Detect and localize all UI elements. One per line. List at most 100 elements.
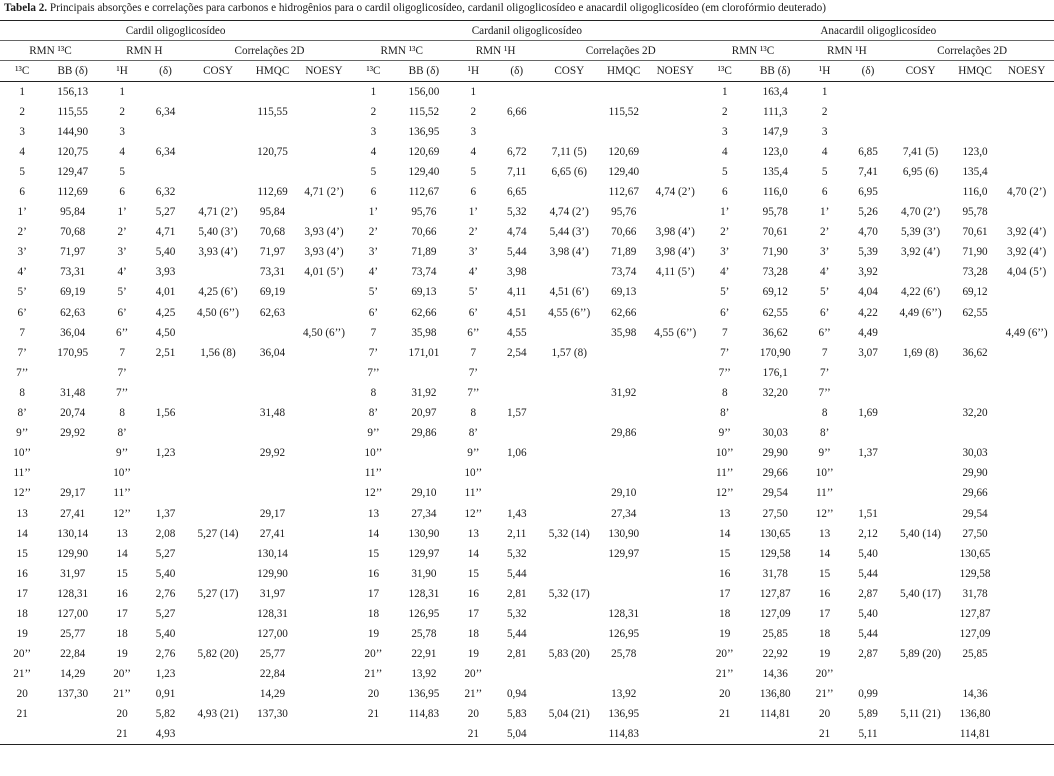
table-cell: 31,92 xyxy=(411,386,437,399)
table-cell: 2,81 xyxy=(506,648,527,661)
table-cell: 115,55 xyxy=(57,105,88,118)
table-cell xyxy=(890,463,951,483)
table-cell: 4,71 (2’) xyxy=(304,186,344,199)
table-cell: 2 xyxy=(821,105,828,118)
table-row: 12’’ 29,17 11’’ 12’’ 29,10 11’’ 29,10 12’’ 29,54… xyxy=(0,483,1054,503)
table-cell: 5,44 xyxy=(858,628,878,641)
table-cell xyxy=(999,624,1054,644)
table-cell: 13 xyxy=(116,527,128,540)
table-caption: Tabela 2. Principais absorções e correla… xyxy=(4,2,826,14)
table-cell: 7’ xyxy=(720,346,730,359)
table-cell xyxy=(890,483,951,503)
table-cell xyxy=(999,102,1054,122)
table-row: 5 129,47 5 5 129,40 5 7,11 6,65 (6) 129,40 5 135,4… xyxy=(0,162,1054,182)
table-cell: 1,43 xyxy=(506,507,527,520)
table-cell: 126,95 xyxy=(408,607,440,620)
table-cell: 7’’ xyxy=(718,366,731,379)
table-cell: 135,4 xyxy=(762,165,788,178)
table-cell: 0,94 xyxy=(506,688,527,701)
table-cell: 29,66 xyxy=(962,487,988,500)
table-cell: 8 xyxy=(821,407,828,420)
table-cell xyxy=(297,202,352,222)
table-cell: 2,76 xyxy=(155,587,176,600)
table-cell: 170,95 xyxy=(57,346,89,359)
table-cell: 4,55 (6’’) xyxy=(548,306,591,319)
table-cell: 6 xyxy=(721,186,728,199)
table-cell: 4,25 xyxy=(155,306,176,319)
table-cell: 7’ xyxy=(819,366,830,379)
table-cell xyxy=(999,343,1054,363)
table-cell: 21’’ xyxy=(815,688,834,701)
table-cell: 8 xyxy=(470,407,477,420)
table-cell: 31,78 xyxy=(962,587,988,600)
table-cell: 4 xyxy=(370,145,377,158)
table-cell: 163,4 xyxy=(762,85,788,98)
col-delta-header: (δ) xyxy=(845,60,891,82)
table-cell xyxy=(702,724,747,746)
table-cell: 4,49 xyxy=(858,326,878,339)
table-cell: 136,95 xyxy=(608,708,640,721)
table-cell: 31,48 xyxy=(60,386,86,399)
table-cell xyxy=(188,162,249,182)
table-cell: 8 xyxy=(119,407,125,420)
table-cell xyxy=(890,544,951,564)
table-cell xyxy=(248,122,296,142)
table-cell xyxy=(890,122,951,142)
table-cell: 127,87 xyxy=(759,587,791,600)
table-cell xyxy=(648,202,703,222)
table-cell: 21’’ xyxy=(715,668,734,681)
table-cell: 17 xyxy=(16,587,28,600)
table-cell: 21 xyxy=(16,708,28,721)
caption-text: Principais absorções e correlações para … xyxy=(49,2,826,14)
table-cell: 5,40 xyxy=(155,628,176,641)
table-cell: 5,40 (3’) xyxy=(198,226,238,239)
table-cell xyxy=(143,423,187,443)
subheader-rmn-13c: RMN ¹³C xyxy=(702,40,804,61)
table-cell xyxy=(297,443,352,463)
table-cell: 4,74 (2’) xyxy=(549,206,589,219)
table-cell: 36,04 xyxy=(60,326,86,339)
table-cell xyxy=(396,443,453,463)
table-cell xyxy=(297,544,352,564)
table-cell: 6 xyxy=(119,186,125,199)
table-cell xyxy=(351,724,396,746)
table-cell: 14 xyxy=(719,527,731,540)
table-cell: 3’ xyxy=(17,246,27,259)
table-cell xyxy=(297,483,352,503)
table-cell: 4’ xyxy=(368,266,379,279)
table-cell xyxy=(248,162,296,182)
table-cell xyxy=(999,383,1054,403)
table-cell: 18 xyxy=(719,607,731,620)
table-cell xyxy=(44,724,101,746)
table-cell: 136,80 xyxy=(759,688,791,701)
table-cell xyxy=(188,262,249,282)
table-cell: 5,27 xyxy=(155,547,176,560)
table-cell xyxy=(648,483,703,503)
table-cell: 1’ xyxy=(17,206,27,219)
table-cell: 5,89 xyxy=(858,708,878,721)
table-cell: 32,20 xyxy=(962,407,988,420)
table-cell: 14,29 xyxy=(259,688,286,701)
table-row: 4’ 73,31 4’ 3,93 73,31 4,01 (5’) 4’ 73,74 4’ 3,98… xyxy=(0,262,1054,282)
table-cell xyxy=(188,604,249,624)
table-cell xyxy=(248,463,296,483)
table-cell: 1’ xyxy=(117,206,127,219)
table-cell: 21 xyxy=(452,724,495,746)
table-cell: 5,40 xyxy=(858,607,878,620)
table-cell: 11’’ xyxy=(815,487,834,500)
table-cell xyxy=(188,463,249,483)
table-cell xyxy=(495,463,539,483)
table-cell: 4,70 (2’) xyxy=(1007,186,1047,199)
table-cell xyxy=(44,704,101,724)
table-cell xyxy=(600,664,648,684)
table-cell xyxy=(600,584,648,604)
table-cell: 22,84 xyxy=(259,668,286,681)
table-cell: 7’’ xyxy=(367,366,380,379)
col-delta-header: (δ) xyxy=(494,60,539,82)
table-cell: 127,87 xyxy=(959,607,991,620)
table-cell xyxy=(248,363,296,383)
table-cell: 4,11 xyxy=(507,286,527,299)
table-cell: 18 xyxy=(116,628,128,641)
table-cell xyxy=(248,323,296,343)
table-cell xyxy=(648,303,703,323)
